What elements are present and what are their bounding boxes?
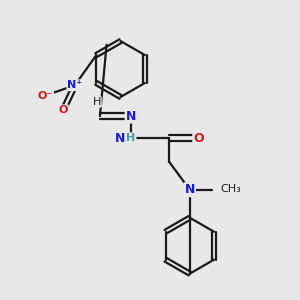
Text: N⁺: N⁺	[68, 80, 82, 90]
Text: O: O	[193, 132, 204, 145]
Text: N: N	[184, 183, 195, 196]
Text: CH₃: CH₃	[221, 184, 242, 194]
Text: N: N	[126, 110, 136, 123]
Text: N: N	[115, 132, 125, 145]
Text: O⁻: O⁻	[38, 91, 53, 100]
Text: H: H	[93, 97, 101, 107]
Text: H: H	[126, 133, 136, 143]
Text: O: O	[58, 105, 68, 115]
